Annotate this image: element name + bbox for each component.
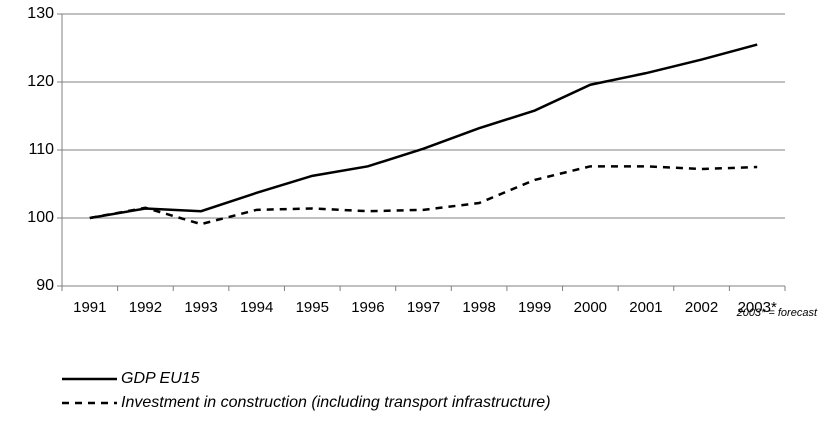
y-tick-label: 120 bbox=[27, 73, 54, 90]
x-tick-label: 1991 bbox=[73, 299, 106, 316]
x-tick-label: 2003* bbox=[738, 299, 777, 316]
y-tick-label: 90 bbox=[36, 277, 54, 294]
x-tick-label: 1996 bbox=[351, 299, 384, 316]
y-tick-label: 100 bbox=[27, 209, 54, 226]
x-tick-label: 1994 bbox=[240, 299, 273, 316]
y-tick-label: 130 bbox=[27, 5, 54, 22]
x-tick-label: 1999 bbox=[518, 299, 551, 316]
x-tick-label: 1992 bbox=[129, 299, 162, 316]
legend-label: GDP EU15 bbox=[121, 370, 200, 387]
x-tick-label: 2001 bbox=[629, 299, 662, 316]
legend-label: Investment in construction (including tr… bbox=[121, 394, 551, 411]
annotation: 2003* = forecast bbox=[736, 307, 818, 319]
x-tick-label: 1995 bbox=[296, 299, 329, 316]
series-line bbox=[89, 43, 758, 220]
x-tick-label: 1998 bbox=[462, 299, 495, 316]
y-tick-label: 110 bbox=[28, 141, 54, 158]
x-tick-label: 2002 bbox=[685, 299, 718, 316]
series-line bbox=[89, 165, 758, 226]
x-tick-label: 1993 bbox=[184, 299, 217, 316]
x-tick-label: 2000 bbox=[574, 299, 607, 316]
x-tick-label: 1997 bbox=[407, 299, 440, 316]
